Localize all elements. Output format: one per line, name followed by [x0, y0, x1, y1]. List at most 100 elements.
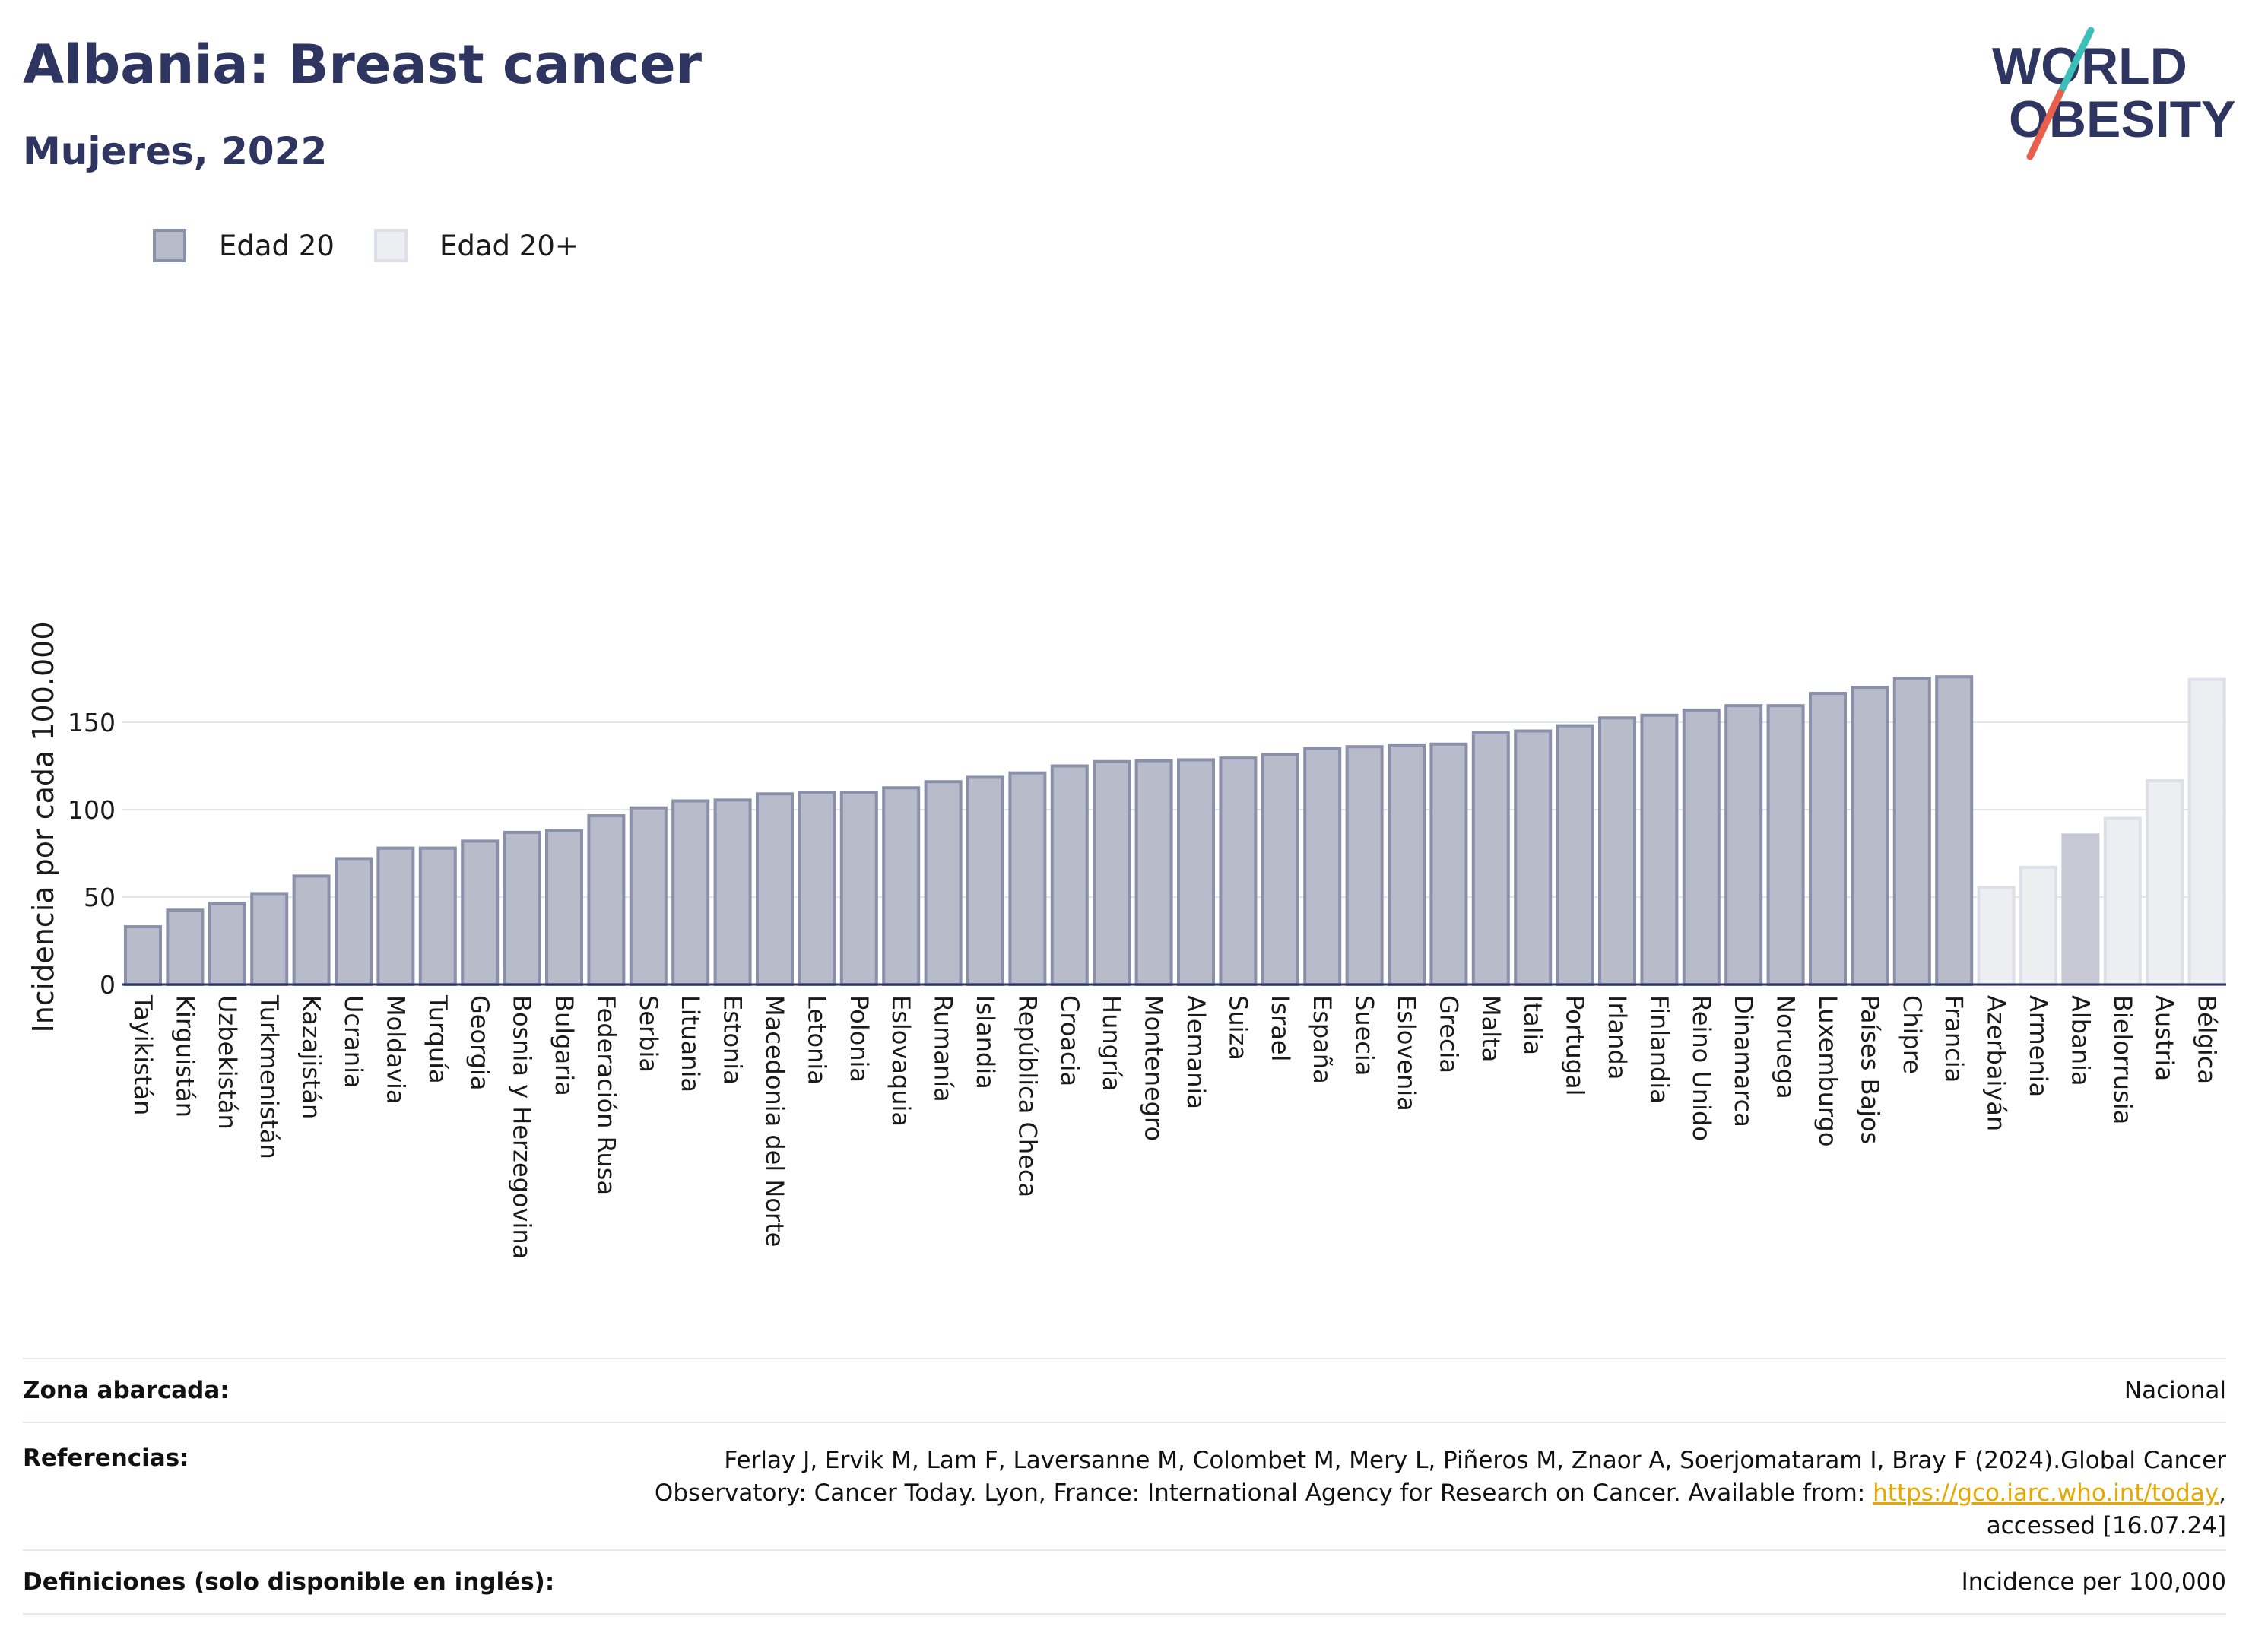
legend-swatch-edad-20-plus — [374, 229, 408, 262]
coverage-key: Zona abarcada: — [23, 1377, 230, 1404]
reference-link[interactable]: https://gco.iarc.who.int/today — [1873, 1479, 2219, 1507]
bar-luxemburgo — [1809, 692, 1847, 986]
x-category-label: Bosnia y Herzegovina — [508, 995, 537, 1259]
bar-bielorrusia — [2103, 816, 2142, 986]
x-category-label: Dinamarca — [1729, 995, 1758, 1127]
bar-macedonia-del-norte — [756, 792, 794, 986]
bar-tayikistán — [124, 925, 162, 986]
x-category-label: Austria — [2150, 995, 2179, 1081]
x-category-label: Polonia — [845, 995, 874, 1083]
x-category-label: Eslovaquia — [887, 995, 915, 1127]
bar-polonia — [839, 791, 878, 986]
x-category-label: Noruega — [1772, 995, 1800, 1099]
bar-albania — [2061, 833, 2100, 986]
x-category-label: Armenia — [2024, 995, 2053, 1097]
bar-países-bajos — [1851, 686, 1889, 986]
bar-islandia — [966, 775, 1004, 986]
info-row-definitions: Definiciones (solo disponible en inglés)… — [23, 1551, 2226, 1615]
x-category-label: Azerbaiyán — [1982, 995, 2011, 1131]
bar-kirguistán — [166, 908, 205, 986]
bar-bulgaria — [545, 829, 583, 986]
legend-swatch-edad-20 — [153, 229, 186, 262]
bar-francia — [1935, 675, 1974, 986]
references-key: Referencias: — [23, 1444, 189, 1472]
x-category-label: Reino Unido — [1687, 995, 1716, 1141]
x-category-label: Italia — [1518, 995, 1547, 1055]
x-category-label: Croacia — [1055, 995, 1084, 1086]
bar-grecia — [1429, 742, 1468, 986]
x-category-label: Albania — [2066, 995, 2095, 1086]
x-category-label: Alemania — [1182, 995, 1210, 1109]
page-subtitle: Mujeres, 2022 — [23, 129, 328, 173]
bar-ucrania — [335, 857, 373, 987]
bar-chart: Edad 20 Edad 20+ 0 50 100 150 Incidencia po… — [27, 229, 2226, 1259]
legend-label-edad-20-plus: Edad 20+ — [439, 230, 579, 262]
legend-label-edad-20: Edad 20 — [219, 230, 335, 262]
logo-slash-teal — [2057, 27, 2095, 97]
bar-montenegro — [1134, 759, 1173, 986]
bar-azerbaiyán — [1977, 886, 2016, 986]
x-category-label: Islandia — [971, 995, 1000, 1089]
x-category-label: Uzbekistán — [213, 995, 242, 1130]
bar-federación-rusa — [587, 814, 626, 986]
bar-noruega — [1766, 704, 1805, 987]
x-category-label: Países Bajos — [1855, 995, 1884, 1144]
x-category-label: Montenegro — [1140, 995, 1169, 1141]
bar-italia — [1514, 729, 1553, 986]
x-category-label: Turquía — [423, 994, 452, 1084]
logo-line2: OBESITY — [2009, 90, 2235, 148]
world-obesity-logo: WORLD OBESITY — [1992, 27, 2235, 160]
references-value: Ferlay J, Ervik M, Lam F, Laversanne M, … — [654, 1447, 2226, 1539]
x-category-label: Kazajistán — [297, 995, 326, 1119]
bar-austria — [2146, 779, 2184, 986]
x-category-label: Eslovenia — [1392, 995, 1421, 1111]
x-category-label: Serbia — [634, 995, 663, 1073]
x-category-label: Macedonia del Norte — [760, 995, 789, 1247]
x-category-label: Suiza — [1223, 995, 1252, 1061]
x-category-label: Georgia — [465, 995, 494, 1090]
bar-suiza — [1219, 756, 1258, 987]
bar-rumanía — [924, 780, 963, 986]
x-category-label: Bélgica — [2193, 995, 2222, 1084]
bar-serbia — [629, 806, 668, 987]
bar-kazajistán — [292, 874, 331, 987]
bar-alemania — [1177, 758, 1215, 986]
x-category-label: Lituania — [676, 995, 705, 1092]
x-category-label: Suecia — [1350, 995, 1379, 1076]
bar-turquía — [418, 846, 457, 986]
bar-república-checa — [1008, 771, 1047, 986]
x-category-label: Finlandia — [1645, 995, 1673, 1104]
bar-eslovaquia — [882, 786, 921, 986]
x-category-label: Portugal — [1561, 995, 1590, 1096]
info-row-references: Referencias: Ferlay J, Ervik M, Lam F, L… — [23, 1423, 2226, 1551]
x-category-label: Malta — [1477, 995, 1505, 1062]
bar-suecia — [1345, 745, 1384, 986]
legend: Edad 20 Edad 20+ — [153, 229, 579, 262]
y-tick-label: 150 — [68, 708, 116, 737]
bar-españa — [1303, 747, 1342, 986]
x-category-label: España — [1308, 995, 1337, 1084]
x-category-label: Letonia — [802, 995, 831, 1085]
x-category-label: Moldavia — [381, 995, 410, 1104]
bar-estonia — [713, 798, 752, 986]
x-category-label: Bulgaria — [550, 995, 579, 1096]
info-row-coverage: Zona abarcada: Nacional — [23, 1358, 2226, 1423]
x-category-label: Kirguistán — [170, 995, 199, 1118]
x-category-label: Israel — [1266, 995, 1295, 1061]
y-axis-title: Incidencia por cada 100.000 — [27, 621, 60, 1032]
y-tick-labels: 0 50 100 150 — [68, 708, 116, 1000]
bar-moldavia — [376, 846, 415, 986]
x-category-label: Estonia — [718, 995, 747, 1085]
x-category-label: Luxemburgo — [1813, 995, 1842, 1146]
bar-bélgica — [2187, 677, 2226, 987]
x-category-label: Chipre — [1898, 995, 1927, 1074]
x-category-label: República Checa — [1013, 995, 1042, 1197]
coverage-value: Nacional — [2124, 1376, 2226, 1404]
bar-uzbekistán — [208, 902, 246, 986]
bar-reino-unido — [1682, 708, 1721, 987]
bar-lituania — [671, 799, 710, 986]
x-category-label: Irlanda — [1603, 995, 1632, 1080]
x-category-labels: Tayikistán Kirguistán Uzbekistán Turkmenist… — [128, 994, 2222, 1259]
bar-irlanda — [1598, 716, 1636, 986]
bar-portugal — [1556, 724, 1594, 986]
